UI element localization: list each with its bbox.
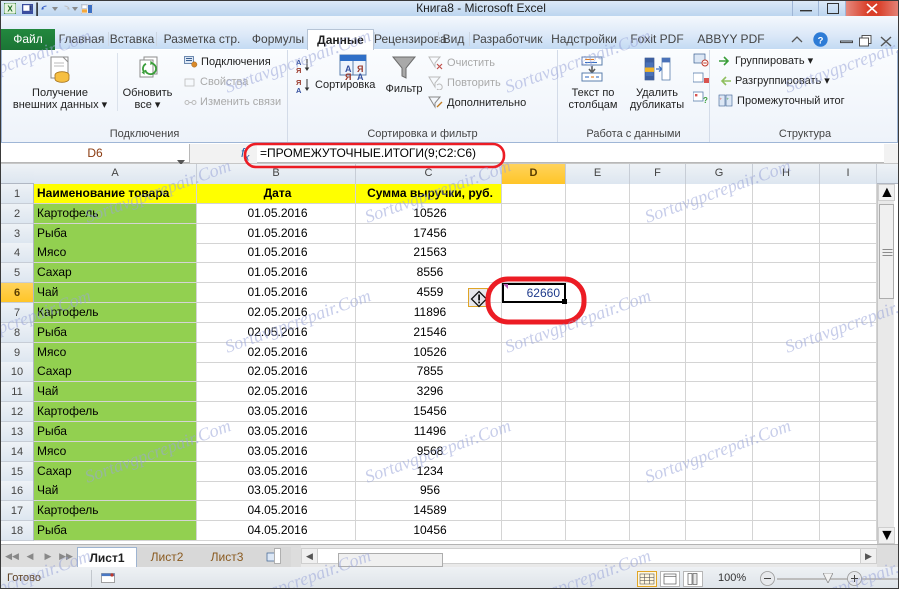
svg-text:X: X — [7, 5, 13, 14]
svg-text:+: + — [720, 97, 723, 102]
svg-text:Я: Я — [296, 66, 301, 73]
svg-text:А: А — [296, 86, 302, 93]
svg-text:+: + — [727, 97, 730, 102]
svg-text:Я: Я — [345, 72, 351, 81]
svg-text:?: ? — [818, 36, 824, 47]
svg-text:A: A — [357, 72, 364, 81]
svg-text:?: ? — [703, 96, 708, 105]
